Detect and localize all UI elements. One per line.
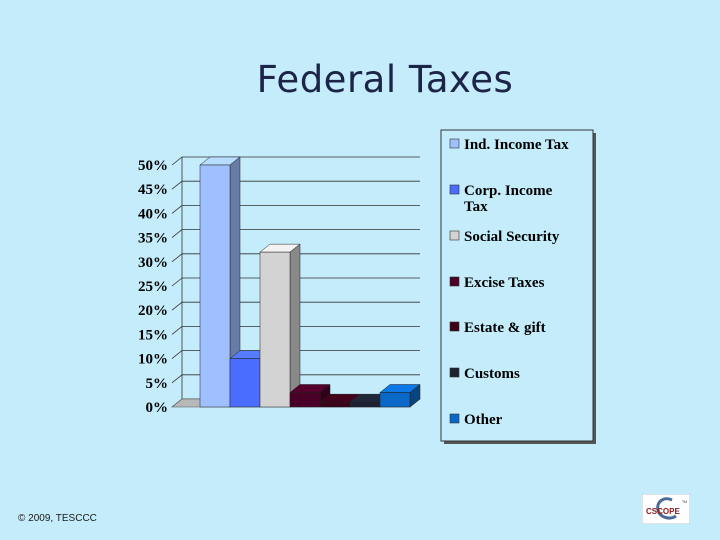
y-tick-label: 40%: [138, 206, 168, 222]
legend-label: Estate & gift: [464, 320, 546, 336]
legend-label: Tax: [464, 199, 488, 215]
y-tick-label: 0%: [146, 400, 169, 416]
gridline-side: [171, 156, 183, 166]
gridline-side: [171, 301, 183, 311]
gridline-side: [171, 180, 183, 190]
gridline-side: [171, 205, 183, 214]
bar: [349, 401, 381, 408]
legend-label: Social Security: [464, 229, 560, 245]
legend-label: Corp. Income: [464, 183, 553, 199]
cscope-logo: CSCOPE TM: [642, 494, 690, 524]
y-tick-label: 5%: [146, 376, 169, 392]
slide-title: Federal Taxes: [256, 58, 514, 101]
copyright-footer: © 2009, TESCCC: [18, 513, 97, 524]
gridline-side: [171, 326, 183, 335]
y-tick-label: 50%: [138, 158, 168, 174]
gridline-side: [171, 277, 183, 287]
legend-box: [440, 129, 594, 442]
bar: [379, 392, 411, 408]
gridline-side: [171, 229, 183, 238]
y-tick-label: 30%: [138, 255, 168, 271]
legend-swatch: [449, 367, 460, 378]
legend-swatch: [449, 230, 460, 241]
bar: [199, 164, 231, 408]
legend-swatch: [449, 138, 460, 149]
legend-label: Excise Taxes: [464, 275, 545, 291]
logo-tm: TM: [682, 500, 687, 504]
y-tick-label: 35%: [138, 231, 168, 247]
y-tick-label: 25%: [138, 279, 168, 295]
bar-side: [289, 243, 301, 408]
bar: [259, 251, 291, 408]
y-tick-label: 45%: [138, 182, 168, 198]
y-tick-label: 10%: [138, 352, 168, 368]
logo-text: CSCOPE: [646, 507, 680, 516]
gridline-side: [171, 350, 183, 359]
bar: [229, 358, 261, 408]
y-tick-label: 15%: [138, 327, 168, 343]
gridline-side: [171, 374, 183, 384]
legend-swatch: [449, 321, 460, 332]
legend-swatch: [449, 413, 460, 424]
bar: [289, 392, 321, 408]
legend-swatch: [449, 276, 460, 287]
legend-label: Ind. Income Tax: [464, 137, 569, 153]
legend-label: Customs: [464, 366, 520, 382]
y-tick-label: 20%: [138, 303, 168, 319]
gridline-side: [171, 253, 183, 263]
legend-swatch: [449, 184, 460, 195]
legend-label: Other: [464, 412, 503, 428]
bar: [319, 401, 351, 408]
